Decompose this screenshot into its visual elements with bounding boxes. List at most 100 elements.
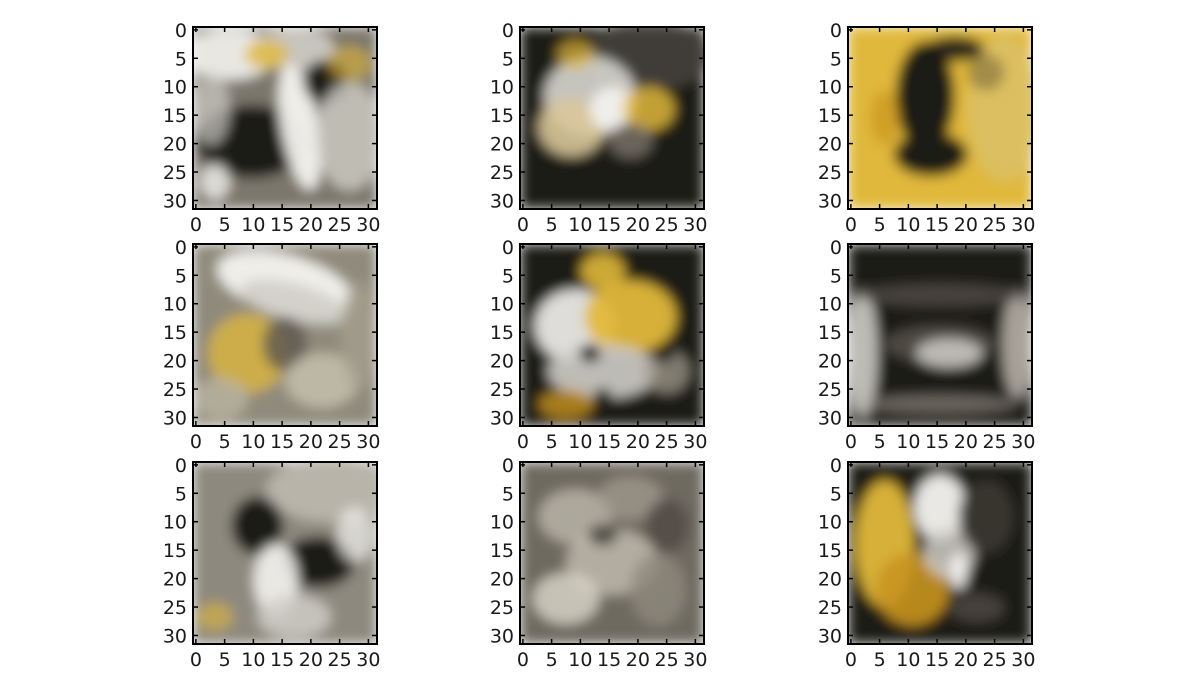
- y-tick-label: 15: [490, 540, 514, 562]
- image-blob: [608, 121, 653, 159]
- x-tick-label: 5: [219, 649, 231, 671]
- axes-frame: [847, 26, 1033, 210]
- y-tick-label: 20: [490, 569, 514, 591]
- x-tick-label: 30: [683, 649, 707, 671]
- y-tick-label: 15: [818, 322, 842, 344]
- image-blob: [193, 72, 230, 146]
- x-tick-label: 10: [241, 431, 265, 453]
- image-blob: [327, 45, 372, 82]
- y-tick-label: 30: [163, 190, 187, 212]
- x-tick-label: 15: [925, 214, 949, 236]
- image-blob: [578, 344, 601, 363]
- x-tick-label: 20: [299, 431, 323, 453]
- x-tick-label: 30: [356, 431, 380, 453]
- image-blob: [584, 280, 677, 354]
- x-tick-label: 0: [845, 431, 857, 453]
- x-tick-label: 15: [270, 214, 294, 236]
- image-r3c3: [848, 462, 1032, 644]
- image-blob: [652, 344, 675, 363]
- image-blob: [200, 163, 230, 200]
- x-tick-label: 10: [241, 214, 265, 236]
- image-r2c2: [520, 244, 704, 426]
- x-tick-label: 30: [683, 431, 707, 453]
- y-tick-label: 10: [818, 512, 842, 534]
- y-tick-label: 10: [818, 77, 842, 99]
- y-tick-label: 30: [490, 625, 514, 647]
- x-tick-label: 25: [655, 214, 679, 236]
- x-tick-label: 30: [1011, 214, 1035, 236]
- image-blob: [645, 498, 690, 553]
- y-tick-label: 10: [490, 512, 514, 534]
- axes-frame: [192, 243, 378, 427]
- y-tick-label: 30: [163, 407, 187, 429]
- image-blob: [281, 536, 355, 588]
- y-tick-label: 5: [502, 483, 514, 505]
- x-tick-label: 0: [190, 214, 202, 236]
- y-tick-label: 15: [818, 105, 842, 127]
- image-blob: [916, 338, 983, 368]
- axes-frame: [519, 461, 705, 645]
- image-blob: [336, 507, 374, 563]
- image-blob: [588, 523, 618, 546]
- y-tick-label: 10: [490, 294, 514, 316]
- y-tick-label: 15: [163, 540, 187, 562]
- image-blob: [862, 395, 1018, 414]
- y-tick-label: 20: [818, 134, 842, 156]
- y-tick-label: 5: [175, 265, 187, 287]
- x-tick-label: 0: [845, 214, 857, 236]
- image-blob: [848, 289, 878, 417]
- y-tick-label: 0: [175, 455, 187, 477]
- image-blob: [266, 462, 377, 523]
- y-tick-label: 15: [163, 105, 187, 127]
- x-tick-label: 0: [517, 431, 529, 453]
- y-tick-label: 20: [490, 134, 514, 156]
- x-tick-label: 25: [328, 431, 352, 453]
- x-tick-label: 5: [874, 214, 886, 236]
- x-tick-label: 25: [983, 431, 1007, 453]
- y-tick-label: 5: [830, 48, 842, 70]
- x-tick-label: 0: [845, 649, 857, 671]
- y-tick-label: 15: [163, 322, 187, 344]
- y-tick-label: 5: [830, 483, 842, 505]
- x-tick-label: 5: [874, 649, 886, 671]
- y-tick-label: 30: [818, 407, 842, 429]
- image-blob: [547, 344, 658, 399]
- image-blob: [949, 593, 1005, 623]
- y-tick-label: 0: [175, 20, 187, 42]
- y-tick-label: 5: [175, 48, 187, 70]
- image-blob: [556, 39, 594, 69]
- x-tick-label: 0: [190, 431, 202, 453]
- x-tick-label: 10: [896, 431, 920, 453]
- image-blob: [967, 54, 1005, 91]
- image-blob: [262, 316, 308, 372]
- x-tick-label: 30: [1011, 431, 1035, 453]
- x-tick-label: 20: [626, 431, 650, 453]
- y-tick-label: 25: [490, 597, 514, 619]
- x-tick-label: 0: [190, 649, 202, 671]
- x-tick-label: 30: [1011, 649, 1035, 671]
- y-tick-label: 15: [490, 105, 514, 127]
- image-blob: [193, 28, 276, 80]
- x-tick-label: 15: [270, 431, 294, 453]
- x-tick-label: 25: [655, 649, 679, 671]
- y-tick-label: 5: [175, 483, 187, 505]
- axes-frame: [847, 243, 1033, 427]
- image-blob: [623, 87, 675, 131]
- y-tick-label: 0: [502, 455, 514, 477]
- y-tick-label: 10: [163, 77, 187, 99]
- image-blob: [597, 476, 664, 521]
- y-tick-label: 10: [818, 294, 842, 316]
- image-blob: [231, 496, 284, 555]
- y-tick-label: 10: [163, 512, 187, 534]
- x-tick-label: 15: [925, 431, 949, 453]
- image-blob: [532, 573, 600, 624]
- x-tick-label: 5: [546, 649, 558, 671]
- image-r2c1: [193, 244, 377, 426]
- image-r1c2: [520, 27, 704, 209]
- x-tick-label: 30: [356, 214, 380, 236]
